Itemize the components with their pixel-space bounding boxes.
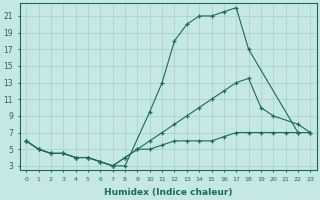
X-axis label: Humidex (Indice chaleur): Humidex (Indice chaleur) (104, 188, 233, 197)
